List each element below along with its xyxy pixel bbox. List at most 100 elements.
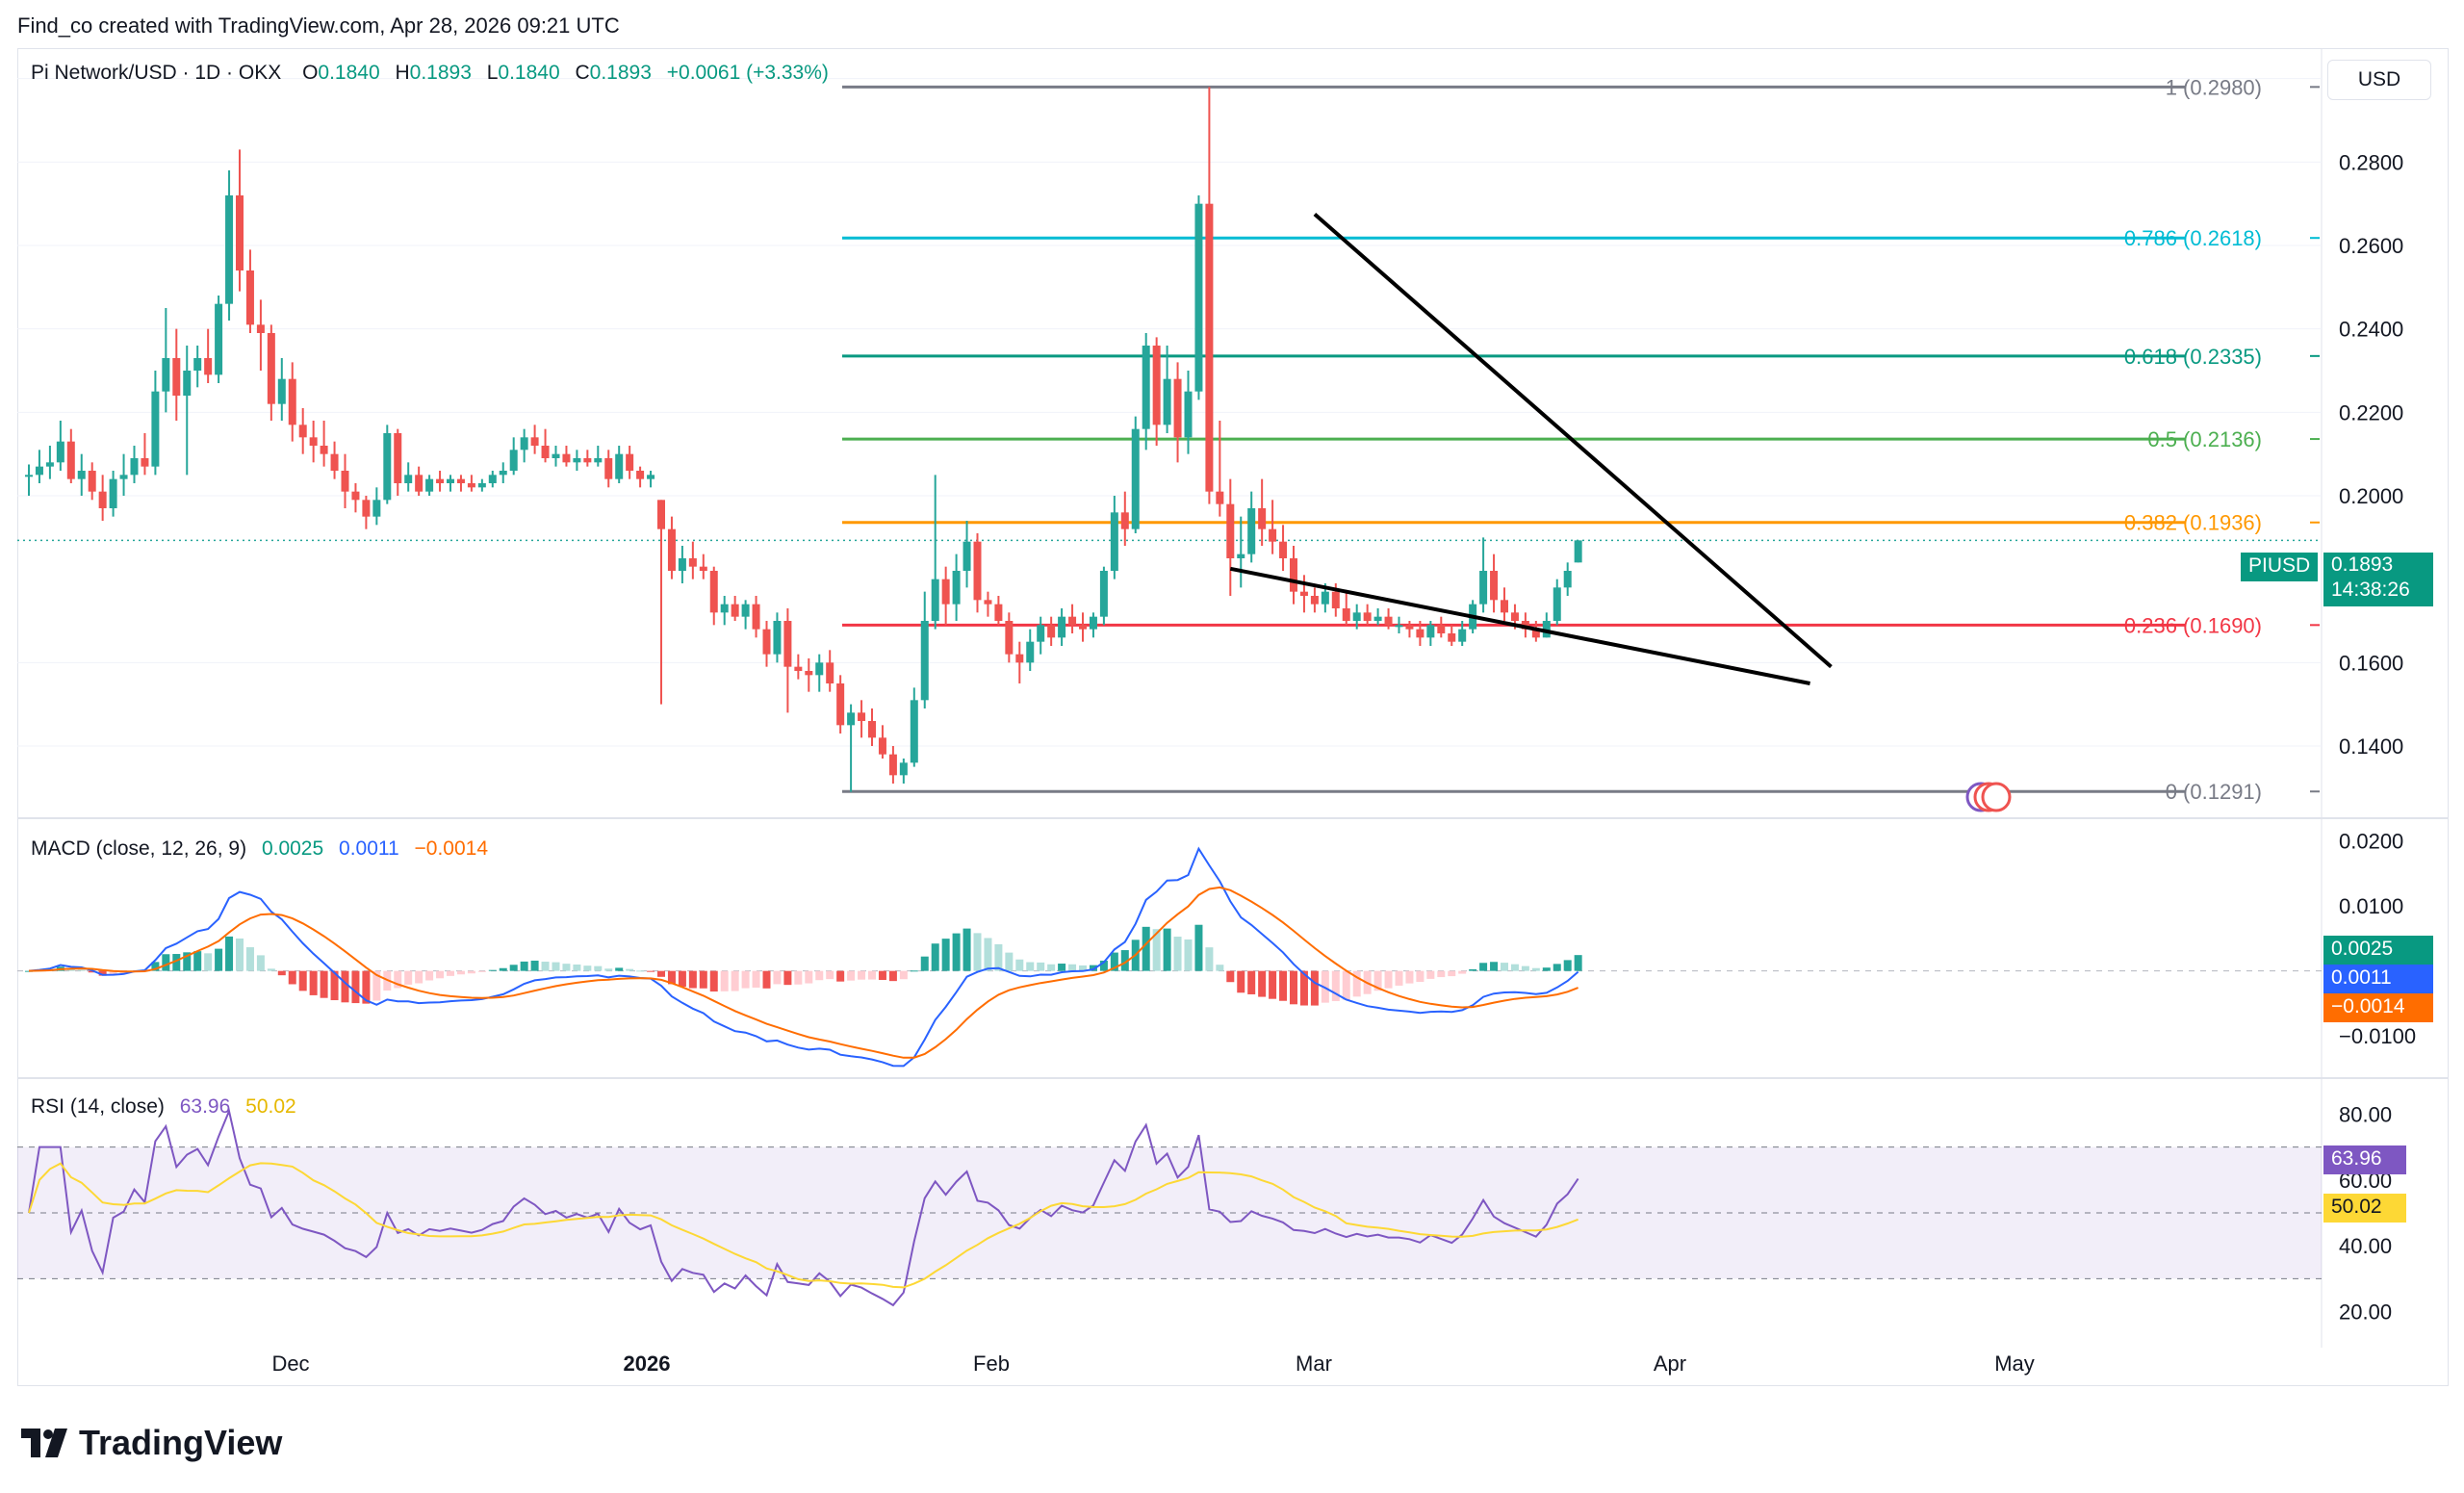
macd-histogram-bar bbox=[236, 938, 244, 971]
candle-body bbox=[1216, 491, 1224, 504]
candle-body bbox=[699, 566, 707, 571]
macd-histogram-bar bbox=[699, 970, 707, 989]
candle-body bbox=[109, 478, 117, 508]
candle-body bbox=[35, 466, 43, 476]
macd-signal-line bbox=[28, 886, 1578, 1059]
candle-body bbox=[1194, 203, 1203, 392]
open-label: O bbox=[302, 62, 319, 84]
candle-body bbox=[1120, 512, 1129, 529]
candle-body bbox=[236, 195, 244, 270]
candle-body bbox=[404, 475, 413, 483]
symbol-label[interactable]: Pi Network/USD · 1D · OKX bbox=[31, 62, 282, 84]
rsi-title[interactable]: RSI (14, close) bbox=[31, 1095, 165, 1118]
macd-histogram-bar bbox=[98, 970, 107, 976]
macd-histogram-bar bbox=[1184, 939, 1193, 971]
currency-button[interactable]: USD bbox=[2327, 60, 2431, 100]
macd-histogram-bar bbox=[362, 970, 371, 1004]
macd-histogram-bar bbox=[456, 970, 465, 975]
candle-body bbox=[973, 541, 982, 601]
macd-histogram-bar bbox=[1416, 970, 1424, 983]
macd-histogram-bar bbox=[952, 933, 961, 971]
macd-histogram-bar bbox=[1574, 955, 1582, 971]
macd-histogram-bar bbox=[962, 928, 971, 971]
candle-body bbox=[847, 712, 856, 726]
macd-title[interactable]: MACD (close, 12, 26, 9) bbox=[31, 837, 247, 860]
macd-histogram-bar bbox=[541, 962, 550, 971]
macd-histogram-bar bbox=[1299, 970, 1308, 1006]
candle-body bbox=[667, 528, 676, 571]
macd-histogram-bar bbox=[573, 964, 581, 971]
candle-body bbox=[372, 500, 381, 517]
candle-body bbox=[994, 604, 1003, 621]
candle-body bbox=[1152, 346, 1161, 425]
candle-body bbox=[499, 471, 507, 476]
candle-body bbox=[878, 737, 886, 755]
tradingview-logo[interactable]: TradingView bbox=[21, 1423, 282, 1463]
rsi-line bbox=[28, 1107, 1579, 1307]
candle-body bbox=[172, 358, 181, 396]
macd-histogram-bar bbox=[1437, 970, 1446, 978]
macd-histogram-bar bbox=[1479, 963, 1488, 971]
candle-body bbox=[1416, 629, 1424, 638]
macd-histogram-bar bbox=[1110, 952, 1118, 971]
macd-histogram-bar bbox=[920, 956, 929, 971]
macd-histogram-bar bbox=[1089, 965, 1097, 971]
main-y-tick-label: 0.1400 bbox=[2339, 734, 2403, 759]
macd-histogram-bar bbox=[615, 967, 624, 971]
candle-body bbox=[626, 453, 634, 471]
symbol-price-tag: PIUSD bbox=[2241, 553, 2319, 581]
macd-line bbox=[28, 846, 1579, 1068]
macd-histogram-bar bbox=[320, 970, 328, 998]
macd-histogram-bar bbox=[1205, 947, 1214, 971]
fib-level-label: 0.5 (0.2136) bbox=[2147, 427, 2262, 451]
macd-histogram-bar bbox=[1152, 929, 1161, 971]
macd-histogram-bar bbox=[1352, 970, 1361, 997]
candle-body bbox=[1553, 587, 1561, 621]
macd-histogram-bar bbox=[1542, 967, 1551, 971]
candle-body bbox=[762, 629, 771, 655]
macd-histogram-bar bbox=[404, 970, 413, 985]
macd-histogram-bar bbox=[1458, 970, 1467, 974]
macd-histogram-bar bbox=[193, 951, 202, 971]
last-price: 0.1893 bbox=[2331, 553, 2394, 576]
macd-histogram-bar bbox=[341, 970, 349, 1003]
candle-body bbox=[1437, 625, 1446, 633]
macd-histogram-bar bbox=[256, 955, 265, 971]
x-tick-label: Mar bbox=[1296, 1351, 1332, 1376]
candle-body bbox=[467, 483, 475, 488]
candle-body bbox=[731, 604, 739, 617]
main-legend: Pi Network/USD · 1D · OKX O0.1840 H0.189… bbox=[31, 62, 838, 85]
macd-histogram-bar bbox=[931, 943, 939, 971]
macd-legend: MACD (close, 12, 26, 9) 0.0025 0.0011 −0… bbox=[31, 837, 498, 861]
macd-histogram-bar bbox=[1173, 937, 1182, 971]
macd-histogram-bar bbox=[1058, 964, 1066, 971]
x-tick-label: May bbox=[1994, 1351, 2035, 1376]
candle-body bbox=[1426, 625, 1435, 638]
macd-histogram-bar bbox=[583, 965, 592, 971]
candle-body bbox=[573, 458, 581, 463]
macd-y-tick-label: 0.0200 bbox=[2339, 830, 2403, 854]
rsi-y-tick-label: 80.00 bbox=[2339, 1102, 2392, 1126]
macd-y-tick-label: −0.0100 bbox=[2339, 1024, 2416, 1048]
candle-body bbox=[1290, 558, 1297, 592]
candle-body bbox=[1510, 612, 1519, 621]
candle-body bbox=[783, 621, 792, 667]
candle-body bbox=[899, 762, 908, 776]
candle-body bbox=[720, 604, 729, 613]
macd-histogram-bar bbox=[667, 970, 676, 985]
macd-histogram-bar bbox=[783, 970, 792, 986]
candle-body bbox=[309, 437, 318, 446]
candle-body bbox=[509, 450, 518, 471]
macd-histogram-bar bbox=[636, 970, 645, 972]
candle-body bbox=[952, 571, 961, 605]
candle-body bbox=[66, 441, 75, 479]
candle-body bbox=[962, 541, 971, 571]
candle-body bbox=[162, 358, 170, 392]
macd-histogram-bar bbox=[1163, 928, 1171, 971]
candle-body bbox=[836, 683, 845, 726]
candle-body bbox=[678, 558, 686, 571]
candle-body bbox=[1163, 378, 1171, 425]
macd-histogram-bar bbox=[298, 970, 307, 991]
macd-histogram-bar bbox=[467, 970, 475, 974]
